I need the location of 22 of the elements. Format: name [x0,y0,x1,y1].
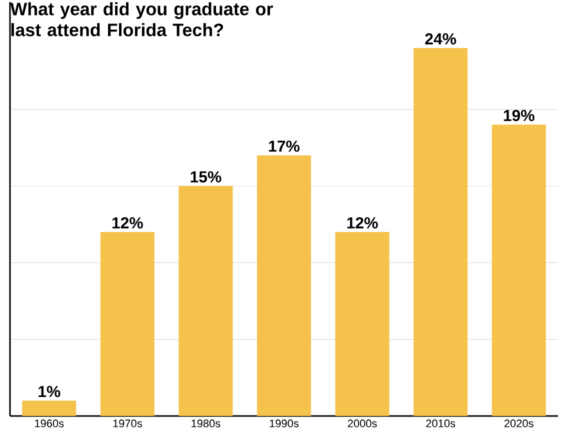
bar [492,124,546,416]
bar [22,400,76,416]
bar [100,232,154,416]
bar [414,48,468,416]
chart-title: What year did you graduate or last attend Florida Tech? [10,2,273,36]
data-label: 1% [38,386,60,398]
data-label: 15% [190,171,222,182]
x-tick-label: 1980s [192,420,220,428]
bar [335,232,390,416]
data-label: 12% [347,217,378,228]
data-label: 12% [112,217,143,228]
x-tick-label: 2000s [348,420,377,428]
data-label: 19% [504,110,534,122]
x-tick-label: 2020s [504,420,534,428]
x-tick-label: 1970s [113,420,142,428]
data-label: 24% [425,33,456,44]
x-tick-label: 2010s [426,420,456,428]
x-tick-label: 1960s [35,420,64,428]
bar [257,155,311,416]
data-label: 17% [269,140,300,152]
bar [178,186,233,416]
x-tick-label: 1990s [270,420,299,428]
